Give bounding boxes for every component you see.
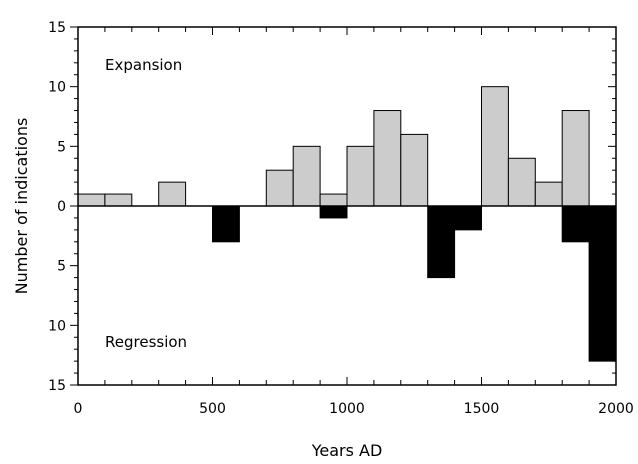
regression-bar <box>212 205 240 243</box>
plot-frame <box>77 26 617 386</box>
tick-labels-group: 0 500 1000 1500 2000 15 10 5 0 5 10 15 <box>48 20 634 417</box>
expansion-bar <box>507 157 536 207</box>
expansion-bar <box>265 169 294 207</box>
regression-bar <box>588 205 617 362</box>
y-tick-label: 5 <box>57 259 66 275</box>
expansion-bar <box>561 110 590 207</box>
expansion-bar <box>481 86 509 207</box>
x-tick-label: 500 <box>199 401 226 417</box>
x-tick-label: 2000 <box>598 401 634 417</box>
x-tick-label: 1500 <box>464 401 500 417</box>
regression-bar <box>427 205 456 279</box>
x-axis-title: Years AD <box>311 441 383 460</box>
expansion-bar <box>158 181 187 207</box>
expansion-bar <box>346 145 375 207</box>
expansion-bar <box>319 193 348 207</box>
expansion-bar <box>77 193 106 207</box>
y-tick-label: 0 <box>57 199 66 215</box>
y-axis-title: Number of indications <box>12 118 31 295</box>
x-tick-label: 1000 <box>329 401 365 417</box>
bars-group <box>77 86 617 362</box>
y-tick-label: 10 <box>48 80 66 96</box>
expansion-bar <box>400 133 429 207</box>
y-tick-label: 10 <box>48 318 66 334</box>
regression-bar <box>319 205 348 219</box>
expansion-bar <box>104 193 133 207</box>
expansion-annotation: Expansion <box>105 56 182 74</box>
regression-bar <box>561 205 590 243</box>
x-tick-label: 0 <box>74 401 83 417</box>
expansion-bar <box>534 181 563 207</box>
y-tick-label: 15 <box>48 378 66 394</box>
expansion-bar <box>373 110 402 207</box>
expansion-bar <box>292 145 321 207</box>
y-tick-label: 5 <box>57 139 66 155</box>
regression-annotation: Regression <box>105 333 187 351</box>
regression-bar <box>454 205 483 231</box>
y-tick-label: 15 <box>48 20 66 36</box>
